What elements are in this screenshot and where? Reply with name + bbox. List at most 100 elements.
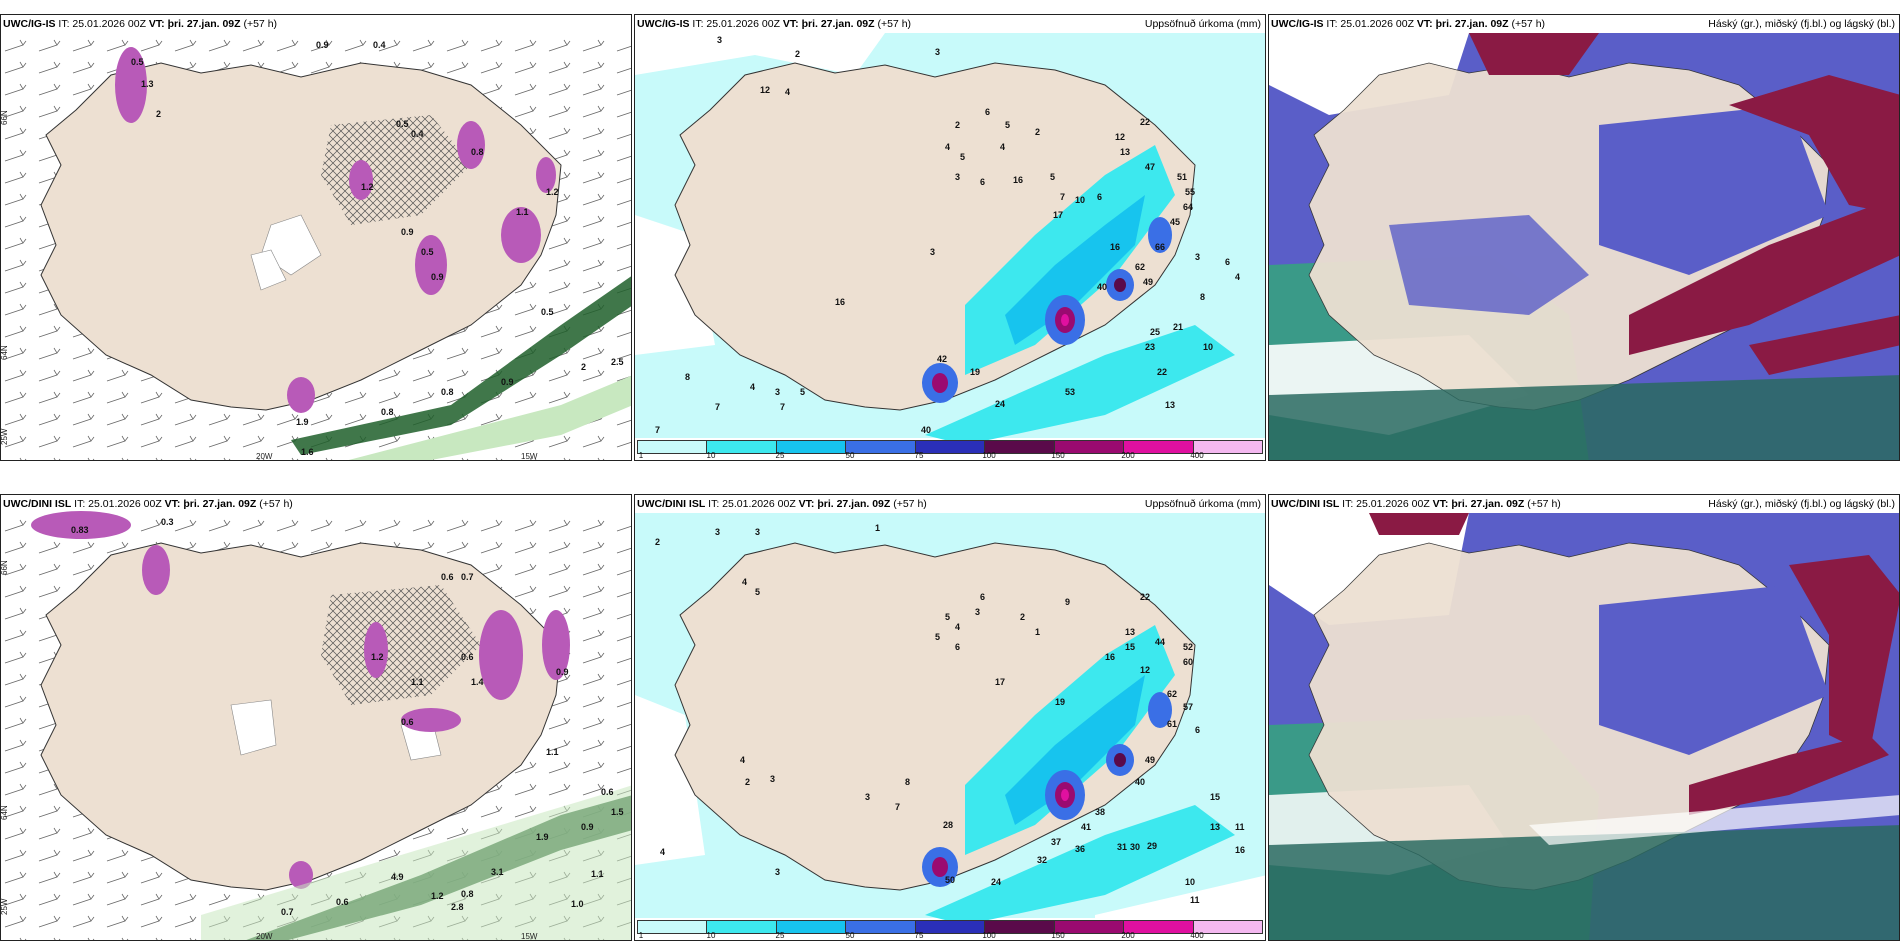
lead-time: (+57 h) <box>243 18 278 30</box>
svg-text:2: 2 <box>156 109 161 119</box>
svg-text:4: 4 <box>742 577 747 587</box>
svg-text:0.8: 0.8 <box>471 147 484 157</box>
svg-text:0.5: 0.5 <box>396 119 409 129</box>
valid-time: VT: þri. 27.jan. 09Z <box>164 498 257 510</box>
svg-text:0.9: 0.9 <box>431 272 444 282</box>
colorbar-segment <box>915 441 986 453</box>
colorbar-tick: 75 <box>914 451 924 460</box>
svg-text:28: 28 <box>943 820 953 830</box>
field-title: Háský (gr.), miðský (fj.bl.) og lágský (… <box>1708 498 1895 510</box>
svg-text:5: 5 <box>935 632 940 642</box>
svg-text:1.1: 1.1 <box>516 207 529 217</box>
svg-text:1.1: 1.1 <box>546 747 559 757</box>
colorbar-tick: 150 <box>1051 451 1065 460</box>
svg-text:22: 22 <box>1157 367 1167 377</box>
svg-text:51: 51 <box>1177 172 1187 182</box>
svg-text:13: 13 <box>1165 400 1175 410</box>
mixed-precip-hatch <box>321 585 481 705</box>
svg-text:3: 3 <box>865 792 870 802</box>
svg-text:16: 16 <box>1013 175 1023 185</box>
svg-text:30: 30 <box>1130 842 1140 852</box>
svg-text:5: 5 <box>945 612 950 622</box>
svg-text:2: 2 <box>745 777 750 787</box>
svg-text:12: 12 <box>1115 132 1125 142</box>
svg-text:41: 41 <box>1081 822 1091 832</box>
svg-text:31: 31 <box>1117 842 1127 852</box>
svg-text:45: 45 <box>1170 217 1180 227</box>
colorbar-segment <box>985 921 1055 933</box>
colorbar-tick: 200 <box>1121 451 1135 460</box>
colorbar-segment <box>985 441 1055 453</box>
cloud-map <box>1269 513 1899 940</box>
svg-text:0.4: 0.4 <box>411 129 424 139</box>
svg-text:50: 50 <box>945 875 955 885</box>
field-title: Háský (gr.), miðský (fj.bl.) og lágský (… <box>1708 18 1895 30</box>
svg-text:6: 6 <box>985 107 990 117</box>
lon-label: 20W <box>256 452 273 461</box>
panel-header: UWC/IG-IS IT: 25.01.2026 00Z VT: þri. 27… <box>3 18 627 32</box>
colorbar-tick: 10 <box>706 451 716 460</box>
svg-text:61: 61 <box>1167 719 1177 729</box>
svg-text:19: 19 <box>1055 697 1065 707</box>
model-label: UWC/DINI ISL <box>3 498 72 510</box>
svg-text:1.1: 1.1 <box>411 677 424 687</box>
svg-text:1.3: 1.3 <box>141 79 154 89</box>
svg-text:3: 3 <box>1195 252 1200 262</box>
svg-text:38: 38 <box>1095 807 1105 817</box>
colorbar-segment <box>707 921 777 933</box>
svg-text:3: 3 <box>955 172 960 182</box>
svg-text:0.9: 0.9 <box>556 667 569 677</box>
colorbar-segment <box>707 441 777 453</box>
colorbar-segment <box>1124 441 1194 453</box>
svg-text:5: 5 <box>1005 120 1010 130</box>
init-time: IT: 25.01.2026 00Z <box>692 18 780 30</box>
lead-time: (+57 h) <box>1511 18 1546 30</box>
svg-text:23: 23 <box>1145 342 1155 352</box>
precip-colorbar <box>637 440 1263 454</box>
svg-text:4: 4 <box>945 142 950 152</box>
lat-label: 64N <box>1 805 9 820</box>
svg-text:7: 7 <box>1060 192 1065 202</box>
svg-text:5: 5 <box>755 587 760 597</box>
svg-text:49: 49 <box>1143 277 1153 287</box>
svg-text:53: 53 <box>1065 387 1075 397</box>
init-time: IT: 25.01.2026 00Z <box>74 498 162 510</box>
lead-time: (+57 h) <box>1527 498 1561 510</box>
svg-text:64: 64 <box>1183 202 1193 212</box>
field-title: Uppsöfnuð úrkoma (mm) <box>1144 498 1261 510</box>
lon-label: 15W <box>521 452 538 461</box>
snow-map: 0.9 0.4 0.5 1.3 2 0.5 0.4 1.2 0.8 0.9 0.… <box>1 33 631 461</box>
svg-text:3: 3 <box>775 387 780 397</box>
svg-text:3: 3 <box>930 247 935 257</box>
svg-text:2: 2 <box>1020 612 1025 622</box>
valid-time: VT: þri. 27.jan. 09Z <box>1432 498 1525 510</box>
svg-text:1.5: 1.5 <box>611 807 624 817</box>
panel-clouds-igis: UWC/IG-IS IT: 25.01.2026 00Z VT: þri. 27… <box>1268 14 1900 461</box>
svg-text:1.9: 1.9 <box>536 832 549 842</box>
svg-text:3: 3 <box>775 867 780 877</box>
svg-text:3: 3 <box>755 527 760 537</box>
svg-text:49: 49 <box>1145 755 1155 765</box>
panel-header: UWC/DINI ISL IT: 25.01.2026 00Z VT: þri.… <box>3 498 627 512</box>
svg-text:4: 4 <box>660 847 665 857</box>
panel-header: UWC/IG-IS IT: 25.01.2026 00Z VT: þri. 27… <box>637 18 1261 32</box>
svg-text:0.5: 0.5 <box>541 307 554 317</box>
model-label: UWC/DINI ISL <box>637 498 706 510</box>
svg-text:3: 3 <box>717 35 722 45</box>
init-time: IT: 25.01.2026 00Z <box>58 18 146 30</box>
svg-text:24: 24 <box>995 399 1005 409</box>
colorbar-tick: 50 <box>845 931 855 940</box>
init-time: IT: 25.01.2026 00Z <box>708 498 796 510</box>
lat-label: 25W <box>1 428 9 445</box>
colorbar-segment <box>776 441 847 453</box>
svg-text:13: 13 <box>1125 627 1135 637</box>
high-cloud <box>1729 75 1899 215</box>
svg-text:5: 5 <box>800 387 805 397</box>
svg-text:40: 40 <box>921 425 931 435</box>
svg-text:1.9: 1.9 <box>296 417 309 427</box>
svg-text:2: 2 <box>581 362 586 372</box>
svg-text:66: 66 <box>1155 242 1165 252</box>
snow-blob <box>115 47 147 123</box>
svg-text:0.6: 0.6 <box>401 717 414 727</box>
svg-text:0.6: 0.6 <box>601 787 614 797</box>
